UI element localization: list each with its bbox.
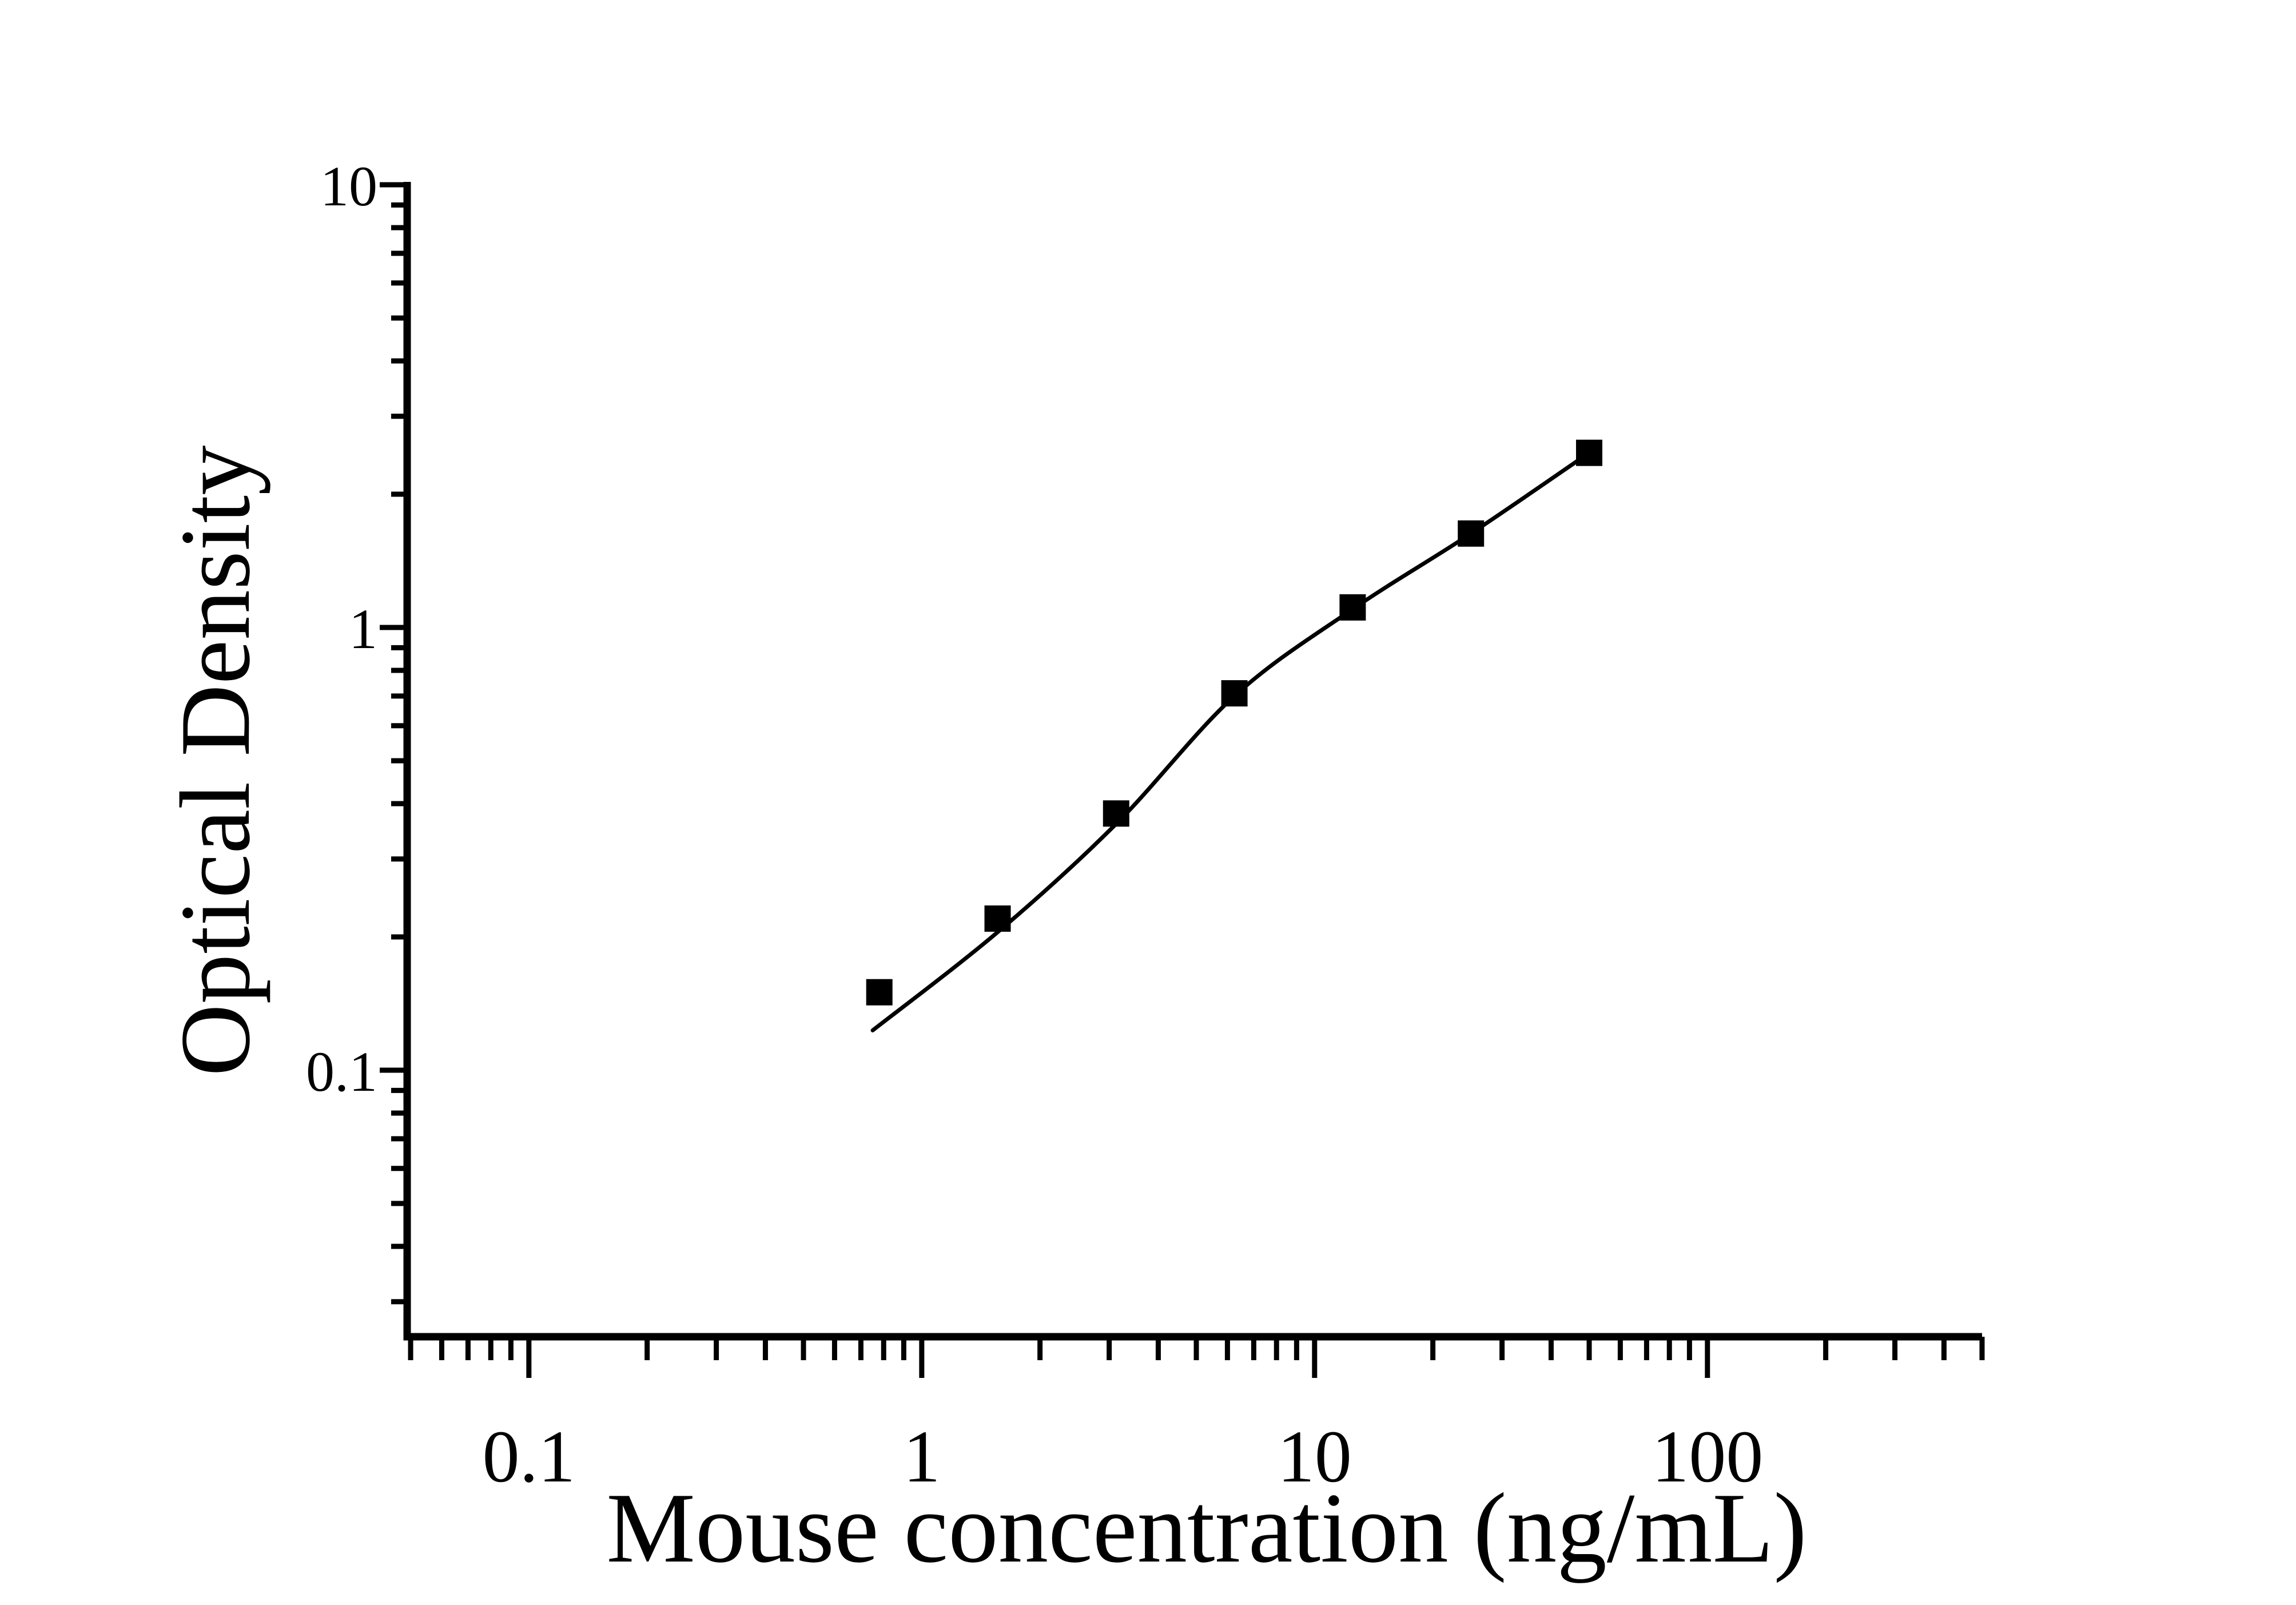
data-point-marker [984,905,1011,932]
x-tick-label: 1 [903,1416,940,1498]
data-point-marker [1103,800,1129,827]
data-point-marker [1221,680,1248,707]
y-axis-title: Optical Density [160,445,270,1076]
data-point-marker [866,979,893,1006]
data-point-marker [1339,594,1366,621]
x-axis-title: Mouse concentration (ng/mL) [606,1472,1806,1583]
data-point-marker [1458,520,1485,547]
data-point-marker [1576,439,1603,466]
data-points-layer [866,439,1603,1006]
x-axis-ticks [408,1337,1985,1378]
y-tick-label: 10 [320,154,377,218]
y-tick-label: 0.1 [306,1040,377,1103]
x-tick-label: 10 [1278,1416,1352,1498]
x-tick-label: 0.1 [483,1416,576,1498]
x-tick-label: 100 [1652,1416,1763,1498]
y-tick-label: 1 [349,597,377,661]
y-axis-tick-labels: 0.1 1 10 [306,154,377,1103]
x-axis-tick-labels: 0.1 1 10 100 [483,1416,1764,1498]
y-axis-ticks [380,182,407,1305]
plot-area [380,182,1985,1378]
